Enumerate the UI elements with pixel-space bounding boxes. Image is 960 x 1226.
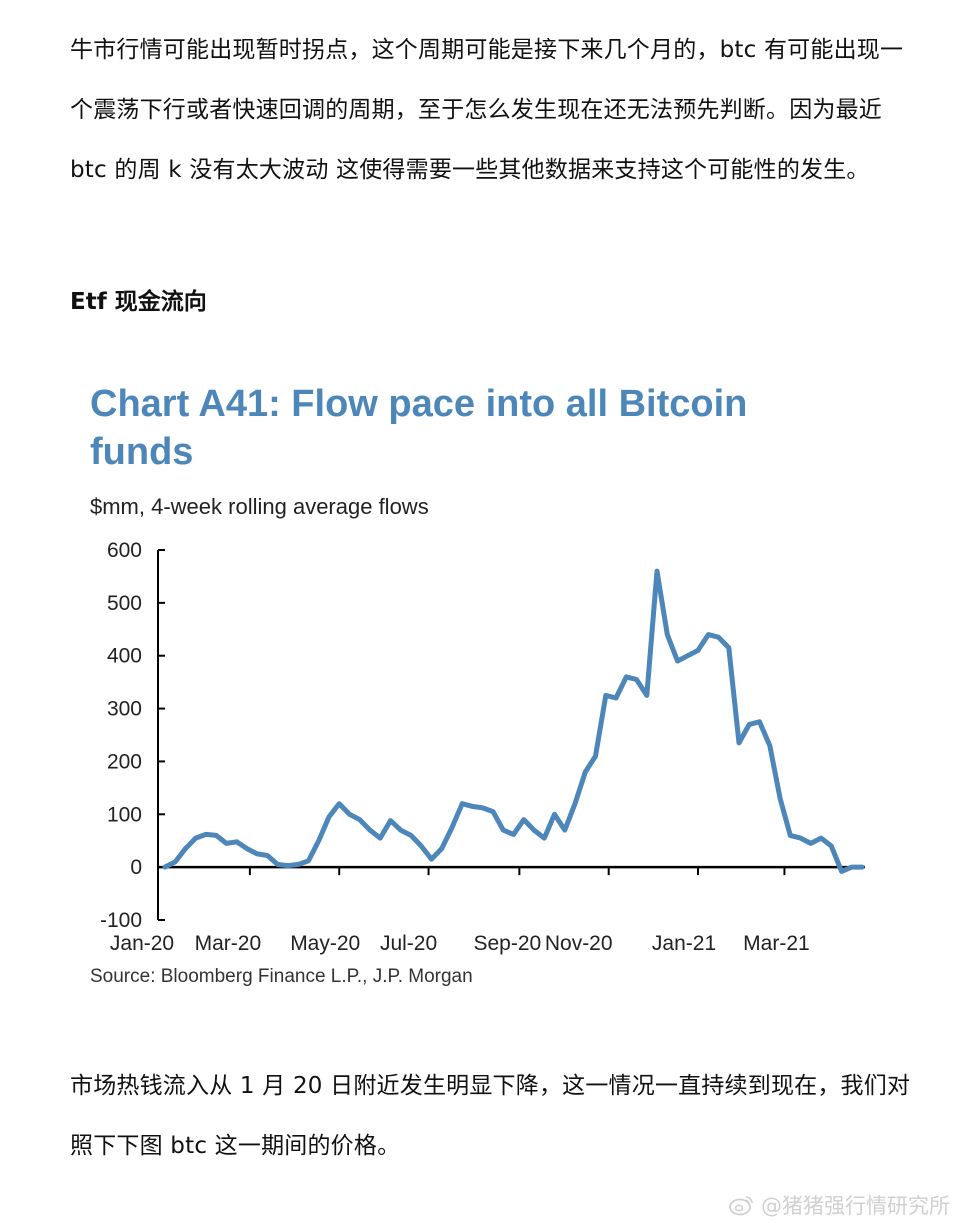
intro-paragraph: 牛市行情可能出现暂时拐点，这个周期可能是接下来几个月的，btc 有可能出现一个震…: [70, 37, 904, 183]
chart-subtitle: $mm, 4-week rolling average flows: [90, 494, 429, 519]
outro-paragraph: 市场热钱流入从 1 月 20 日附近发生明显下降，这一情况一直持续到现在，我们对…: [70, 1073, 911, 1159]
x-tick-label: Sep-20: [473, 932, 541, 955]
y-tick-label: 0: [130, 856, 142, 879]
x-tick-label: May-20: [290, 932, 360, 955]
x-tick-label: Nov-20: [545, 932, 613, 955]
x-tick-label: Jan-21: [652, 932, 716, 955]
flow-chart: 600 500 400 300 200 100 0 -100 Jan-20 Mar-20 May-2…: [70, 370, 885, 1020]
y-tick-label: 300: [107, 698, 142, 721]
x-tick-label: Jan-20: [110, 932, 174, 955]
y-tick-label: 200: [107, 750, 142, 773]
watermark-text: @猪猪强行情研究所: [761, 1194, 950, 1218]
y-tick-label: 400: [107, 645, 142, 668]
y-tick-label: 500: [107, 592, 142, 615]
chart-title: Chart A41: Flow pace into all Bitcoin fu…: [90, 383, 748, 473]
x-tick-label: Mar-21: [743, 932, 810, 955]
y-tick-label: 600: [107, 539, 142, 562]
x-tick-label: Jul-20: [380, 932, 437, 955]
chart-source: Source: Bloomberg Finance L.P., J.P. Mor…: [90, 966, 473, 987]
weibo-icon: [729, 1194, 755, 1216]
section-heading: Etf 现金流向: [70, 289, 207, 315]
x-tick-label: Mar-20: [195, 932, 262, 955]
watermark: @猪猪强行情研究所: [729, 1190, 950, 1220]
y-tick-label: -100: [100, 909, 142, 932]
y-tick-label: 100: [107, 803, 142, 826]
series-line: [162, 568, 865, 874]
